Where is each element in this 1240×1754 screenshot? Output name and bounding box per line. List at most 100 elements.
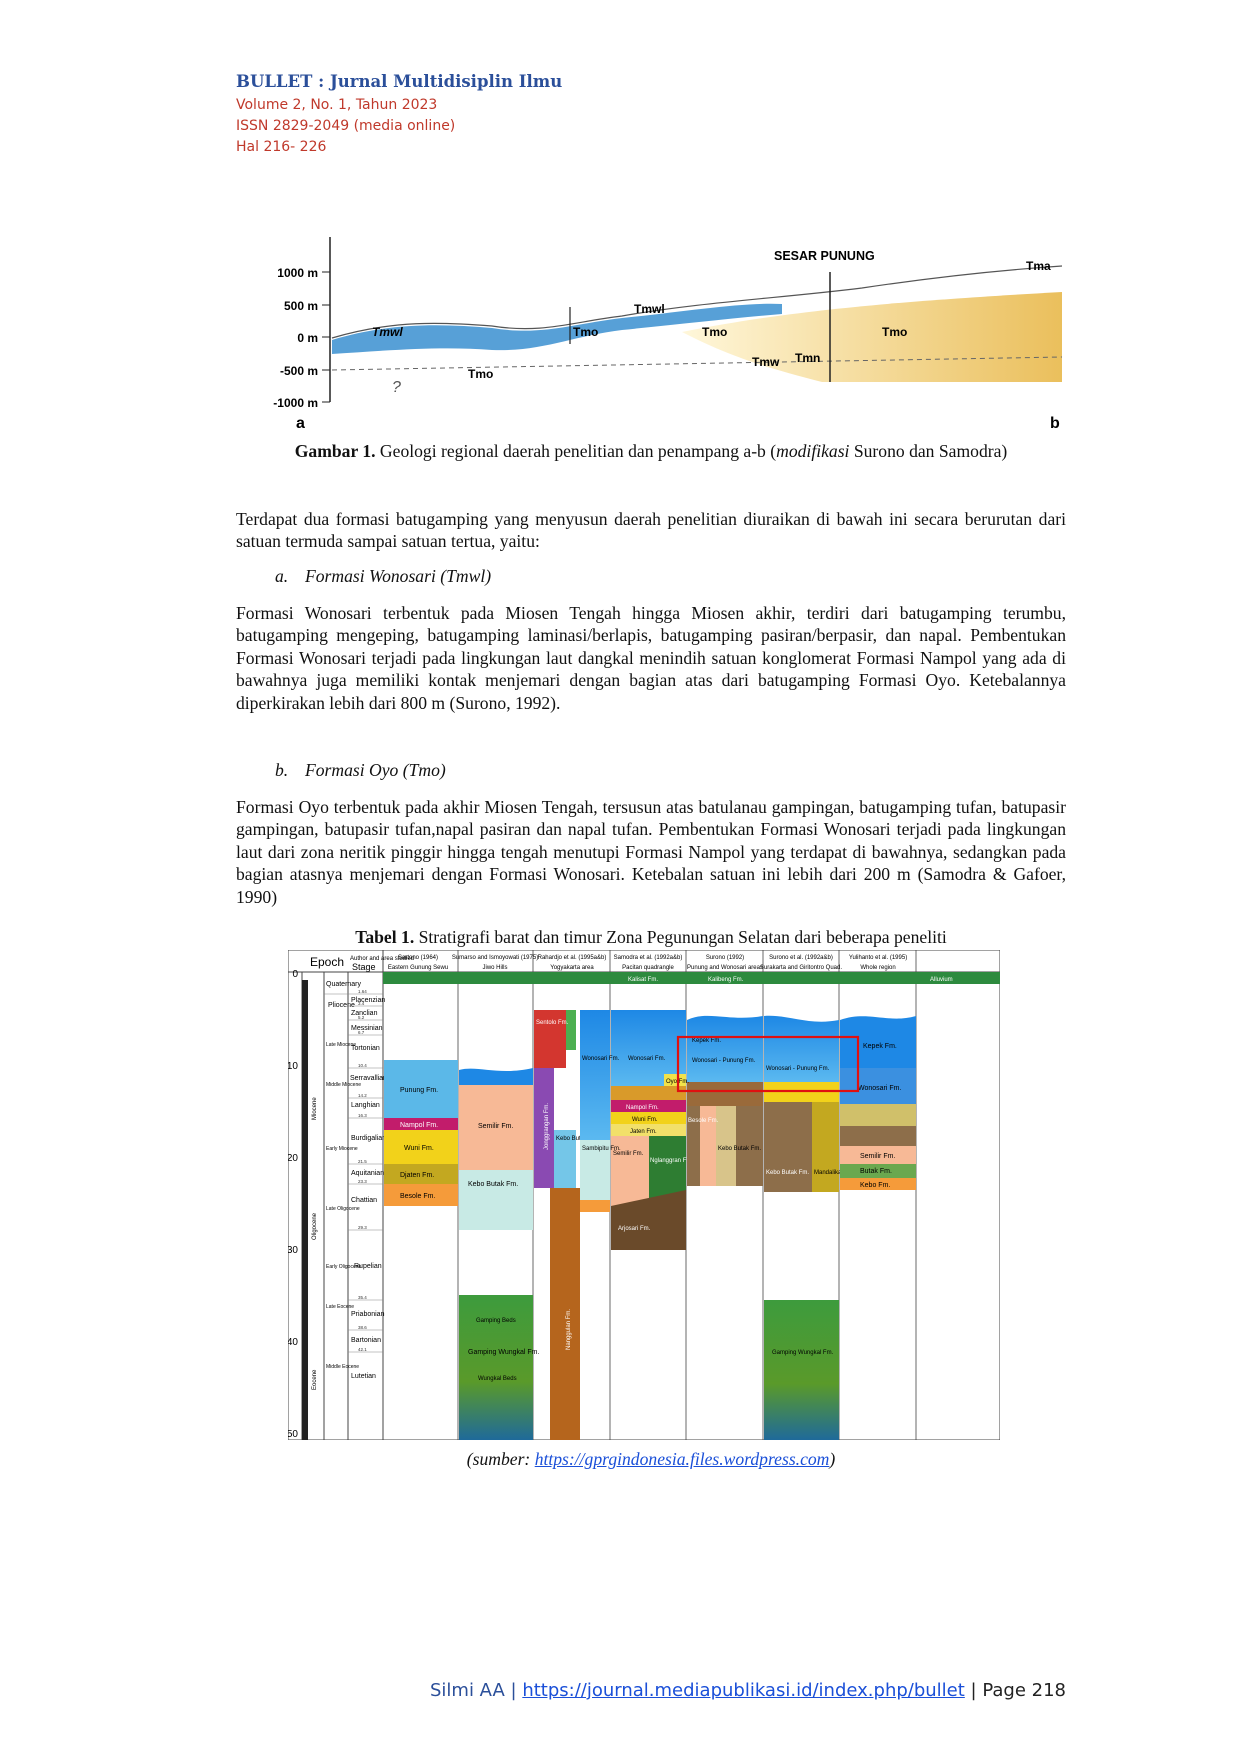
- head-stage: Stage: [352, 962, 376, 972]
- formation-label: Semilir Fm.: [478, 1123, 513, 1130]
- stage-label: Burdigalian: [351, 1135, 386, 1142]
- section-a-number: a.: [275, 566, 289, 586]
- formation-label: Wungkal Beds: [478, 1376, 517, 1382]
- journal-volume: Volume 2, No. 1, Tahun 2023: [236, 97, 438, 113]
- column-area: Jiwo Hills: [482, 965, 507, 971]
- column-author: Yulihanto et al. (1995): [849, 955, 907, 961]
- source-paren-open: (: [466, 1449, 473, 1469]
- caption-end: Surono dan Samodra): [849, 441, 1008, 461]
- age-boundary: 10.4: [358, 1063, 367, 1068]
- formation-label: Butak Fm.: [860, 1168, 892, 1175]
- head-author: Author and area studied: [350, 956, 414, 962]
- unit-label: Tmo: [468, 367, 493, 381]
- paragraph-b: Formasi Oyo terbentuk pada akhir Miosen …: [236, 797, 1066, 907]
- formation-label: Wonosari Fm.: [582, 1056, 620, 1062]
- formation-label: Nampol Fm.: [400, 1122, 438, 1129]
- y-label-neg1000: -1000 m: [273, 396, 318, 410]
- stage-label: Tortonian: [351, 1045, 380, 1052]
- y-label-500: 500 m: [284, 299, 318, 313]
- age-boundary: 1.64: [358, 989, 367, 994]
- stage-label: Langhian: [351, 1102, 380, 1109]
- stage-label: Zanclian: [351, 1010, 378, 1017]
- formation-label: Gamping Wungkal Fm.: [772, 1350, 834, 1356]
- stage-label: Messinian: [351, 1025, 383, 1032]
- age-boundary: 38.6: [358, 1325, 367, 1330]
- y-label-neg500: -500 m: [280, 364, 318, 378]
- column-area: Whole region: [860, 965, 895, 971]
- formation-label: Wuni Fm.: [404, 1145, 434, 1152]
- stage-label: Rupelian: [354, 1263, 382, 1270]
- figure1-caption: Gambar 1. Geologi regional daerah peneli…: [236, 440, 1066, 462]
- formation-label: Besole Fm.: [688, 1118, 719, 1124]
- head-epoch: Epoch: [310, 955, 344, 969]
- formation-label: Kepek Fm.: [692, 1038, 721, 1044]
- highlight-box: [676, 1035, 860, 1093]
- table1-caption: Tabel 1. Stratigrafi barat dan timur Zon…: [236, 926, 1066, 948]
- unit-label: Tmwl: [372, 325, 403, 339]
- table-caption-label: Tabel 1.: [355, 927, 415, 947]
- epoch-label: Late Oligocene: [326, 1206, 360, 1212]
- source-link[interactable]: https://gprgindonesia.files.wordpress.co…: [534, 1449, 830, 1469]
- journal-title: BULLET : Jurnal Multidisiplin Ilmu: [236, 72, 563, 91]
- formation-label: Wonosari - Punung Fm.: [766, 1066, 830, 1072]
- unknown-marker: ?: [392, 379, 401, 396]
- unit-label: Tmo: [702, 325, 727, 339]
- paragraph-a: Formasi Wonosari terbentuk pada Miosen T…: [236, 603, 1066, 713]
- unit-label: Tmwl: [634, 302, 665, 316]
- epoch-label: Middle Eocene: [326, 1364, 359, 1370]
- unit-label: Tmo: [882, 325, 907, 339]
- footer-journal-link[interactable]: https://journal.mediapublikasi.id/index.…: [522, 1680, 965, 1701]
- formation-label: Sambipitu Fm.: [582, 1146, 621, 1152]
- age-tick: 20: [288, 1153, 298, 1164]
- epoch-label: Late Eocene: [326, 1304, 354, 1310]
- column-author: Rahardjo et al. (1995a&b): [538, 955, 607, 961]
- column-author: Sartono (1964): [398, 955, 438, 961]
- formation-label: Kebo Butak Fm.: [556, 1136, 599, 1142]
- age-boundary: 35.4: [358, 1295, 367, 1300]
- epoch-label: Middle Miocene: [326, 1082, 361, 1088]
- stage-label: Priabonian: [351, 1311, 385, 1318]
- stage-label: Bartonian: [351, 1337, 381, 1344]
- journal-pages: Hal 216- 226: [236, 139, 327, 155]
- column-area: Surakarta and Giritontro Quad.: [760, 965, 842, 971]
- formation-label: Kebo Fm.: [860, 1182, 890, 1189]
- caption-label: Gambar 1.: [294, 441, 376, 461]
- column-author: Surono et al. (1992a&b): [769, 955, 833, 961]
- age-tick: 10: [288, 1061, 298, 1072]
- journal-header: BULLET : Jurnal Multidisiplin Ilmu Volum…: [236, 72, 562, 158]
- cross-section-figure: 1000 m 500 m 0 m -500 m -1000 m SESAR PU…: [273, 237, 1062, 432]
- age-boundary: 14.2: [358, 1093, 367, 1098]
- formation-label: Besole Fm.: [400, 1193, 435, 1200]
- stage-label: Lutetian: [351, 1373, 376, 1380]
- epoch-quaternary: Quaternary: [326, 981, 362, 988]
- stage-label: Chattian: [351, 1197, 377, 1204]
- formation-label: Kalibeng Fm.: [708, 977, 744, 983]
- journal-issn: ISSN 2829-2049 (media online): [236, 118, 456, 134]
- formation-label: Nglanggran Fm.: [650, 1158, 693, 1164]
- table-caption-text: Stratigrafi barat dan timur Zona Pegunun…: [414, 927, 947, 947]
- source-paren-close: ): [829, 1449, 836, 1469]
- age-boundary: 5.2: [358, 1015, 365, 1020]
- formation-label: Kalisat Fm.: [628, 977, 658, 983]
- formation-label: Semilir Fm.: [613, 1151, 644, 1157]
- formation-label: Alluvium: [930, 977, 953, 983]
- formation-label: Kepek Fm.: [863, 1043, 897, 1050]
- column-author: Samodra et al. (1992a&b): [614, 955, 683, 961]
- unit-label: Tma: [1026, 259, 1051, 273]
- age-axis: 0 10 20 30 40 50: [288, 969, 298, 1440]
- formation-label: Djaten Fm.: [400, 1172, 434, 1179]
- section-a-heading: a. Formasi Wonosari (Tmwl): [275, 566, 491, 587]
- formation-labels: Sentolo Fm. Kebo Butak Fm.: [536, 1020, 599, 1142]
- formation-label: Kebo Butak Fm.: [766, 1170, 809, 1176]
- unit-label: Tmo: [573, 325, 598, 339]
- section-a-title: Formasi Wonosari (Tmwl): [305, 566, 492, 586]
- table-source: (sumber: https://gprgindonesia.files.wor…: [236, 1448, 1066, 1470]
- source-label: sumber:: [472, 1449, 531, 1469]
- age-tick: 50: [288, 1429, 298, 1440]
- section-b-number: b.: [275, 760, 289, 780]
- section-end-a: a: [296, 415, 305, 432]
- section-b-title: Formasi Oyo (Tmo): [305, 760, 446, 780]
- section-b-heading: b. Formasi Oyo (Tmo): [275, 760, 446, 781]
- formation-label: Mandalika Fm.: [814, 1170, 854, 1176]
- footer-page-number: | Page 218: [964, 1680, 1066, 1701]
